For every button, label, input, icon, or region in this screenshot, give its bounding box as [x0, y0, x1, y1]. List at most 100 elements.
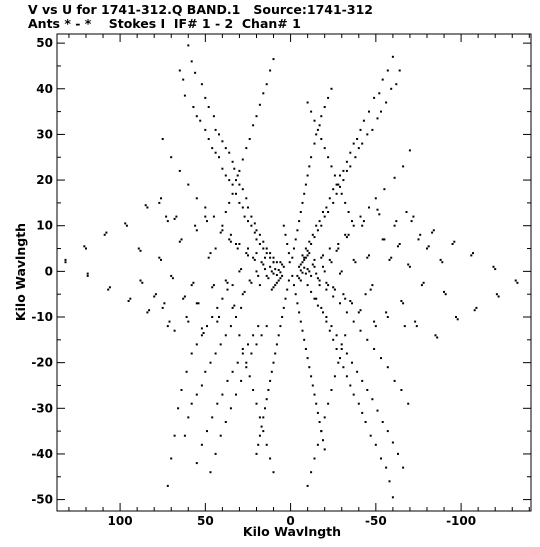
uv-point: [298, 220, 301, 223]
uv-point: [386, 366, 389, 369]
uv-point: [322, 254, 324, 257]
uv-point: [228, 201, 231, 204]
uv-point: [224, 147, 227, 150]
uv-point: [221, 297, 224, 300]
uv-point: [419, 233, 422, 236]
uv-point: [269, 69, 272, 72]
uv-point: [306, 254, 309, 257]
uv-point: [229, 325, 232, 328]
uv-point: [386, 430, 389, 433]
uv-point: [219, 434, 222, 437]
uv-point: [364, 293, 367, 296]
uv-point: [272, 471, 275, 474]
y-tick-label: -30: [31, 401, 53, 415]
uv-point: [373, 320, 376, 323]
uv-point: [337, 243, 340, 245]
uv-point: [161, 138, 164, 140]
uv-point: [171, 277, 174, 280]
uv-point: [308, 252, 311, 255]
uv-point: [323, 215, 326, 218]
uv-point: [247, 206, 249, 209]
uv-point: [380, 457, 382, 460]
uv-point: [274, 284, 277, 287]
uv-point: [344, 233, 347, 236]
uv-point: [347, 233, 350, 236]
uv-point: [267, 277, 270, 280]
uv-point: [315, 297, 318, 300]
uv-point: [250, 215, 253, 218]
uv-point: [328, 258, 331, 261]
uv-point: [236, 247, 239, 250]
uv-point: [272, 286, 275, 289]
uv-point: [380, 110, 382, 113]
uv-point: [432, 229, 435, 232]
uv-point: [272, 272, 275, 275]
uv-point: [298, 311, 301, 314]
uv-point: [376, 208, 379, 211]
uv-point: [238, 270, 241, 273]
uv-point: [241, 293, 244, 296]
uv-point: [224, 279, 227, 282]
uv-point: [376, 117, 379, 120]
uv-point: [301, 329, 304, 332]
uv-point: [323, 270, 326, 273]
uv-point: [344, 334, 347, 337]
uv-point: [204, 215, 207, 218]
uv-point: [277, 279, 280, 282]
uv-point: [472, 252, 474, 255]
uv-point: [356, 138, 359, 140]
uv-point: [339, 174, 341, 177]
uv-point: [420, 284, 423, 287]
uv-point: [397, 452, 399, 455]
uv-point: [233, 167, 236, 170]
uv-point: [323, 147, 326, 150]
uv-point: [125, 224, 128, 227]
uv-point: [253, 222, 256, 225]
uv-point: [269, 252, 272, 255]
y-tick-label: -40: [31, 447, 53, 461]
uv-point: [187, 320, 190, 323]
uv-point: [270, 370, 273, 373]
uv-point: [287, 252, 290, 255]
uv-point: [306, 101, 309, 104]
uv-point: [352, 224, 355, 227]
uv-point: [187, 183, 190, 186]
uv-point: [352, 320, 355, 323]
uv-point: [310, 156, 313, 159]
uv-point: [426, 247, 428, 250]
uv-point: [211, 416, 214, 419]
uv-point: [320, 256, 323, 259]
uv-point: [248, 279, 251, 282]
uv-point: [281, 263, 284, 266]
uv-point: [371, 128, 374, 131]
uv-point: [373, 96, 376, 99]
uv-point: [214, 128, 217, 131]
uv-point: [340, 343, 343, 346]
y-tick-label: -20: [31, 356, 53, 370]
uv-point: [127, 300, 130, 302]
uv-point: [299, 320, 302, 323]
uv-point: [342, 179, 345, 182]
uv-point: [286, 288, 289, 291]
uv-point: [352, 258, 355, 261]
uv-point: [327, 402, 330, 405]
uv-point: [345, 311, 348, 314]
uv-point: [340, 348, 343, 350]
uv-point: [345, 375, 348, 378]
uv-point: [351, 302, 353, 305]
uv-point: [206, 325, 208, 328]
uv-point: [216, 306, 219, 309]
uv-point: [255, 115, 258, 118]
uv-point: [340, 192, 343, 195]
uv-point: [323, 106, 326, 108]
uv-point: [316, 277, 319, 280]
uv-point: [252, 256, 255, 259]
uv-point: [402, 165, 405, 168]
uv-point: [357, 402, 360, 405]
uv-point: [306, 174, 309, 177]
uv-point: [206, 220, 208, 223]
uv-point: [282, 265, 285, 268]
uv-point: [195, 302, 198, 305]
x-axis-ticks: 100 50 0 -50 -100: [68, 34, 530, 528]
uv-point: [253, 258, 256, 261]
